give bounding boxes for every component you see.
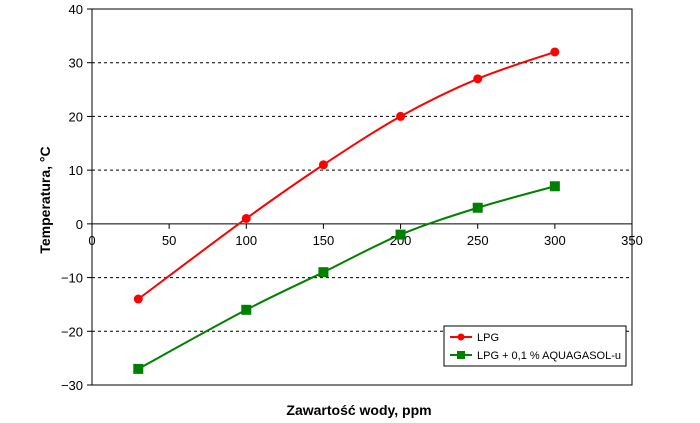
series-group xyxy=(133,47,560,374)
data-point xyxy=(473,74,483,84)
data-point xyxy=(549,181,560,192)
x-axis-title: Zawartość wody, ppm xyxy=(286,402,431,418)
y-tick-label: 10 xyxy=(69,163,83,178)
data-point xyxy=(133,294,143,304)
data-point xyxy=(318,160,328,170)
legend-item: LPG + 0,1 % AQUAGASOL-u xyxy=(450,350,621,362)
legend-marker xyxy=(457,351,465,359)
legend-marker xyxy=(457,333,465,341)
x-tick-label: 300 xyxy=(544,233,566,248)
data-point xyxy=(396,111,406,121)
data-point xyxy=(472,202,483,213)
y-tick-label: −30 xyxy=(61,378,83,393)
data-point xyxy=(395,229,406,240)
legend-box xyxy=(443,325,627,367)
y-axis-title: Temperatura, °C xyxy=(37,146,53,253)
legend-label: LPG + 0,1 % AQUAGASOL-u xyxy=(477,350,621,362)
data-point xyxy=(133,363,144,374)
x-tick-label: 0 xyxy=(88,233,95,248)
series-line xyxy=(137,51,556,300)
x-tick-label: 350 xyxy=(621,233,643,248)
y-tick-label: −20 xyxy=(61,324,83,339)
data-point xyxy=(241,213,251,223)
x-tick-label: 150 xyxy=(313,233,335,248)
x-tick-label: 50 xyxy=(162,233,176,248)
x-tick-label: 100 xyxy=(235,233,257,248)
series-2 xyxy=(133,181,560,374)
data-point xyxy=(318,267,329,278)
series-1 xyxy=(133,47,560,304)
y-tick-label: 20 xyxy=(69,109,83,124)
plot-area xyxy=(91,8,633,386)
y-tick-label: 30 xyxy=(69,56,83,71)
legend: LPG LPG + 0,1 % AQUAGASOL-u xyxy=(443,325,627,367)
legend-item: LPG xyxy=(450,332,499,344)
y-tick-label: 0 xyxy=(76,217,83,232)
y-axis-ticks: −30 −20 −10 0 10 20 30 40 xyxy=(61,2,92,393)
x-axis-ticks: 0 50 100 150 200 250 300 350 xyxy=(88,223,643,248)
x-tick-label: 250 xyxy=(467,233,489,248)
y-tick-label: 40 xyxy=(69,2,83,17)
data-point xyxy=(550,47,560,57)
y-tick-label: −10 xyxy=(61,271,83,286)
legend-label: LPG xyxy=(477,332,499,344)
data-point xyxy=(241,304,252,315)
